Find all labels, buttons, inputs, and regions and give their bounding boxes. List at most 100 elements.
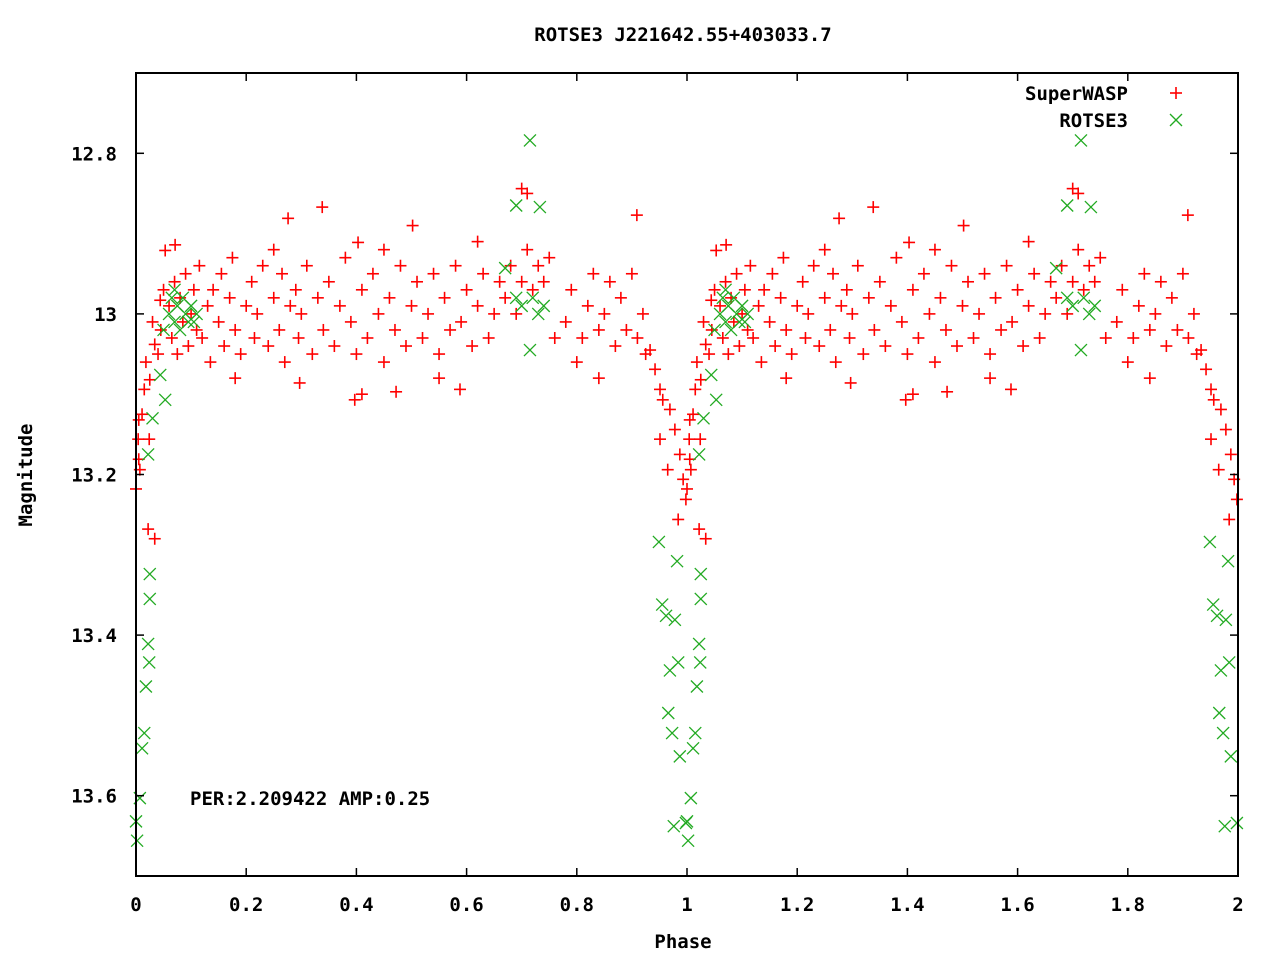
superwasp-point (132, 413, 145, 426)
rotse3-point (130, 834, 144, 848)
superwasp-point (187, 283, 200, 296)
x-tick-label: 0.2 (229, 894, 263, 916)
superwasp-point (614, 291, 627, 304)
superwasp-point (300, 259, 313, 272)
superwasp-point (449, 259, 462, 272)
superwasp-point (455, 315, 468, 328)
superwasp-point (174, 291, 187, 304)
x-axis-label: Phase (654, 931, 711, 953)
superwasp-point (570, 356, 583, 369)
superwasp-point (609, 340, 622, 353)
superwasp-point (733, 340, 746, 353)
rotse3-point (141, 637, 155, 651)
y-tick-label: 13 (94, 304, 117, 326)
superwasp-point (293, 376, 306, 389)
rotse3-point (690, 680, 704, 693)
x-tick-label: 0.6 (449, 894, 483, 916)
superwasp-point (747, 331, 760, 344)
superwasp-point (1212, 463, 1225, 476)
superwasp-point (873, 275, 886, 288)
superwasp-point (984, 372, 997, 385)
superwasp-point (835, 299, 848, 312)
superwasp-point (154, 323, 167, 336)
superwasp-point (460, 283, 473, 296)
superwasp-point (322, 275, 335, 288)
rotse3-point (716, 291, 730, 305)
superwasp-point (673, 448, 686, 461)
superwasp-point (934, 291, 947, 304)
superwasp-point (521, 243, 534, 256)
superwasp-point (677, 473, 690, 486)
rotse3-point (738, 315, 752, 329)
superwasp-point (625, 267, 638, 280)
superwasp-point (989, 291, 1002, 304)
rotse3-point (1074, 133, 1088, 147)
superwasp-point (802, 307, 815, 320)
superwasp-point (868, 323, 881, 336)
period-amplitude-annotation: PER:2.209422 AMP:0.25 (190, 788, 430, 810)
superwasp-point (482, 331, 495, 344)
superwasp-point (843, 331, 856, 344)
superwasp-point (906, 283, 919, 296)
rotse3-point (1210, 609, 1224, 623)
rotse3-point (153, 368, 167, 382)
superwasp-point (352, 236, 365, 249)
superwasp-point (284, 299, 297, 312)
superwasp-point (890, 251, 903, 264)
rotse3-point (509, 199, 523, 212)
superwasp-point (799, 331, 812, 344)
superwasp-point (654, 433, 667, 446)
superwasp-point (510, 307, 523, 320)
superwasp-point (912, 331, 925, 344)
superwasp-point (644, 344, 657, 357)
y-tick-label: 13.4 (71, 625, 117, 647)
superwasp-point (683, 413, 696, 426)
legend-superwasp-icon (1170, 87, 1182, 99)
superwasp-point (377, 243, 390, 256)
rotse3-point (704, 368, 718, 382)
superwasp-point (672, 513, 685, 526)
superwasp-point (903, 236, 916, 249)
superwasp-point (1006, 315, 1019, 328)
rotse3-point (158, 393, 172, 407)
superwasp-point (705, 323, 718, 336)
rotse3-point (165, 291, 179, 305)
superwasp-point (182, 340, 195, 353)
superwasp-point (234, 348, 247, 361)
superwasp-point (796, 275, 809, 288)
rotse3-point (1219, 613, 1233, 627)
superwasp-point (196, 331, 209, 344)
rotse3-point (157, 323, 171, 337)
superwasp-point (548, 331, 561, 344)
rotse3-point (141, 447, 155, 461)
superwasp-point (377, 356, 390, 369)
rotse3-point (187, 315, 201, 329)
superwasp-point (1219, 423, 1232, 436)
superwasp-point (592, 372, 605, 385)
superwasp-point (656, 393, 669, 406)
superwasp-point (1223, 513, 1236, 526)
rotse3-point (719, 315, 733, 329)
superwasp-point (957, 219, 970, 232)
superwasp-point (262, 340, 275, 353)
superwasp-point (941, 385, 954, 398)
superwasp-point (703, 348, 716, 361)
superwasp-point (1061, 307, 1074, 320)
superwasp-point (223, 291, 236, 304)
superwasp-point (136, 408, 149, 421)
axis-ticks: 0 0.2 0.4 0.6 0.8 1 1.2 1.4 1.6 1.8 2 12.8 13 13.2 13.… (71, 73, 1244, 916)
superwasp-point (950, 340, 963, 353)
superwasp-point (1205, 433, 1218, 446)
superwasp-point (171, 348, 184, 361)
superwasp-point (708, 283, 721, 296)
superwasp-point (777, 251, 790, 264)
superwasp-point (179, 267, 192, 280)
superwasp-point (292, 331, 305, 344)
superwasp-point (565, 283, 578, 296)
superwasp-point (372, 307, 385, 320)
rotse3-point (146, 411, 159, 425)
rotse3-point (1088, 299, 1102, 313)
superwasp-point (143, 373, 156, 386)
superwasp-point (453, 383, 466, 396)
superwasp-point (267, 291, 280, 304)
